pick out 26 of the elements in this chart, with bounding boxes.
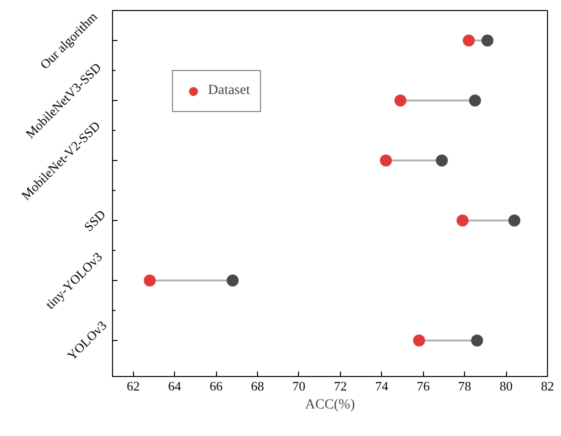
x-tick-label: 78 [458,378,472,394]
x-tick-label: 74 [375,378,389,394]
x-tick-label: 82 [541,378,554,394]
point [380,154,392,166]
x-tick-label: 62 [126,378,140,394]
point [413,334,426,346]
point [394,94,406,106]
x-tick-label: 72 [334,378,347,394]
x-tick-label: 66 [210,378,224,394]
point [471,334,484,346]
x-tick-label: 64 [168,378,182,394]
point [508,214,520,226]
point [456,214,469,226]
x-tick-label: 70 [292,378,306,394]
point [226,274,239,286]
x-tick-label: 80 [500,378,513,394]
point [469,94,481,106]
point [462,34,475,46]
x-tick-label: 76 [416,378,430,394]
legend-label: Dataset [208,83,250,99]
point [144,274,156,286]
point [481,34,494,46]
x-tick-label: 68 [251,378,264,394]
point [436,154,448,166]
y-tick-label: SSD [80,206,108,234]
x-axis-title: ACC(%) [305,398,356,412]
